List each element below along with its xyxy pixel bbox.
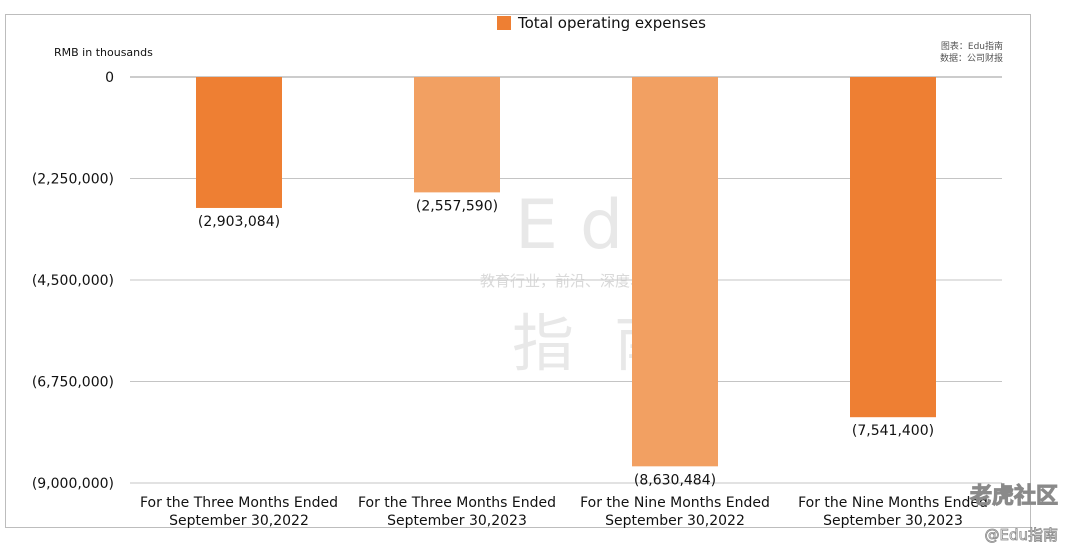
y-axis-unit: RMB in thousands — [54, 46, 153, 59]
bar — [196, 77, 282, 208]
x-category-label: For the Three Months Ended — [358, 495, 556, 511]
legend: Total operating expenses — [497, 14, 706, 32]
data-labels: (2,903,084) (2,557,590) (8,630,484) (7,541,… — [198, 198, 934, 488]
data-label: (2,903,084) — [198, 214, 280, 230]
y-axis-ticks: 0 (2,250,000) (4,500,000) (6,750,000) (9,000… — [32, 70, 114, 492]
data-label: (2,557,590) — [416, 198, 498, 214]
chart-frame — [5, 14, 1031, 528]
x-category-label: September 30,2022 — [605, 513, 745, 529]
y-tick-label: 0 — [105, 70, 114, 86]
credit-data: 数据：公司财报 — [940, 52, 1003, 64]
corner-community-mark: 老虎社区 — [969, 483, 1058, 509]
x-axis-categories: For the Three Months Ended September 30,2… — [140, 495, 988, 529]
y-tick-label: (2,250,000) — [32, 172, 114, 188]
bar — [850, 77, 936, 418]
credit-chart: 图表：Edu指南 — [941, 40, 1003, 52]
bar — [414, 77, 500, 193]
x-category-label: September 30,2023 — [823, 513, 963, 529]
x-category-label: For the Three Months Ended — [140, 495, 338, 511]
watermark-slogan: 教育行业，前沿、深度、独家 — [480, 272, 675, 290]
bar — [632, 77, 718, 467]
bars — [196, 77, 936, 467]
legend-label: Total operating expenses — [517, 14, 706, 32]
legend-swatch — [497, 16, 511, 30]
x-category-label: For the Nine Months Ended — [580, 495, 770, 511]
y-tick-label: (9,000,000) — [32, 476, 114, 492]
x-category-label: September 30,2023 — [387, 513, 527, 529]
data-label: (8,630,484) — [634, 472, 716, 488]
x-category-label: For the Nine Months Ended — [798, 495, 988, 511]
y-tick-label: (4,500,000) — [32, 273, 114, 289]
data-label: (7,541,400) — [852, 423, 934, 439]
x-category-label: September 30,2022 — [169, 513, 309, 529]
y-tick-label: (6,750,000) — [32, 375, 114, 391]
corner-handle-mark: @Edu指南 — [984, 526, 1058, 544]
